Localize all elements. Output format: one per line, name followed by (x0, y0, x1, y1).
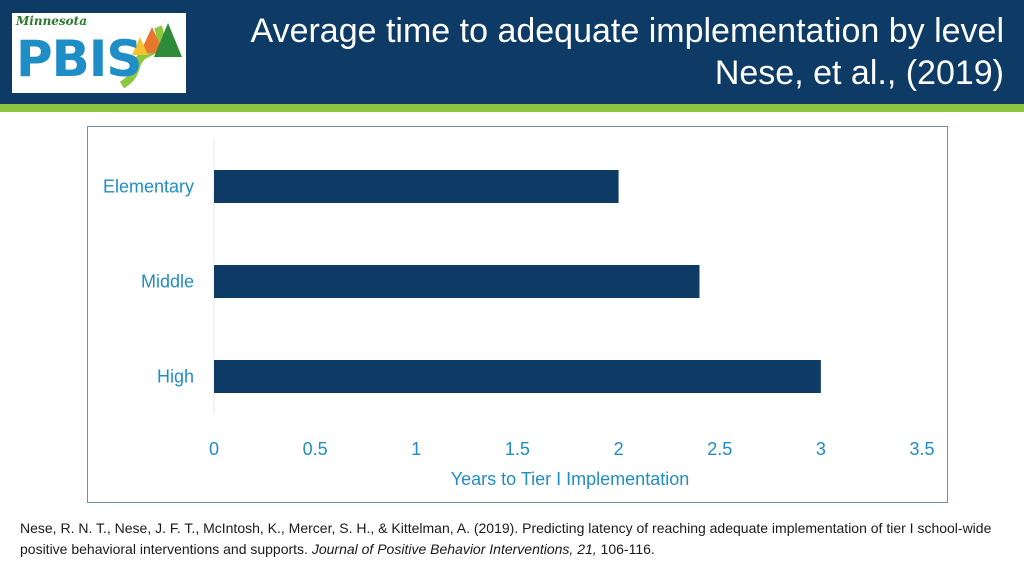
accent-divider (0, 104, 1024, 112)
bar-high (214, 360, 821, 393)
x-tick-label: 0 (209, 439, 219, 459)
title-line-1: Average time to adequate implementation … (250, 12, 1005, 50)
citation-journal: Journal of Positive Behavior Interventio… (311, 541, 597, 557)
title-line-2: Nese, et al., (2019) (714, 54, 1004, 92)
citation-text: Nese, R. N. T., Nese, J. F. T., McIntosh… (20, 520, 992, 557)
category-label: High (157, 367, 194, 387)
x-tick-label: 1 (411, 439, 421, 459)
logo-art (119, 23, 182, 89)
citation-pages: 106-116. (596, 541, 655, 557)
x-tick-label: 1.5 (505, 439, 530, 459)
category-label: Middle (141, 272, 194, 292)
bar-chart: Elementary Middle High 0 0.5 1 1.5 2 2.5 3 3.5 Year… (87, 126, 948, 503)
category-label: Elementary (103, 177, 194, 197)
x-tick-label: 0.5 (303, 439, 328, 459)
logo-state-text: Minnesota (16, 14, 88, 28)
logo-name-text: PBIS (16, 30, 142, 88)
bar-elementary (214, 170, 619, 203)
bar-middle (214, 265, 700, 298)
x-axis-title: Years to Tier I Implementation (451, 469, 689, 489)
chart-canvas: Elementary Middle High 0 0.5 1 1.5 2 2.5 3 3.5 Year… (103, 139, 935, 489)
citation: Nese, R. N. T., Nese, J. F. T., McIntosh… (20, 518, 1010, 560)
x-tick-label: 3.5 (909, 439, 934, 459)
x-tick-label: 3 (816, 439, 826, 459)
x-tick-label: 2.5 (707, 439, 732, 459)
page-title: Average time to adequate implementation … (204, 10, 1005, 94)
pbis-logo: Minnesota PBIS (12, 13, 186, 93)
x-tick-label: 2 (614, 439, 624, 459)
